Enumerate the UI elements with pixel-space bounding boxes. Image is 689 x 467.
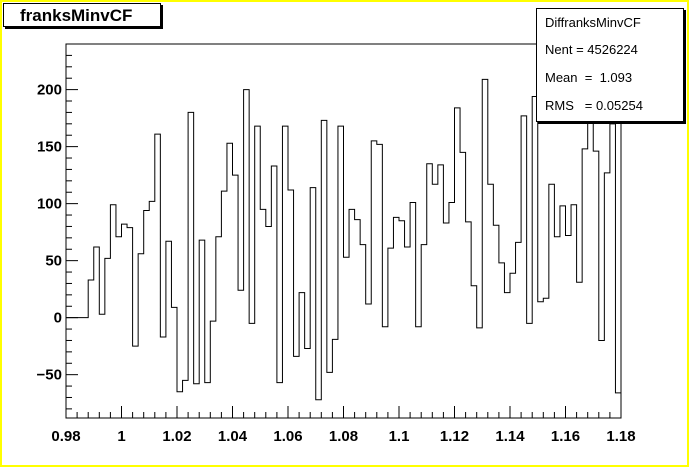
entries-value: 4526224: [587, 42, 638, 57]
stats-entries: Nent = 4526224: [545, 42, 638, 57]
x-tick-label: 1.18: [606, 428, 635, 445]
mean-value: 1.093: [599, 70, 633, 85]
x-tick-label: 0.98: [51, 428, 80, 445]
stats-box: DiffranksMinvCF Nent = 4526224 Mean = 1.…: [536, 8, 684, 122]
x-tick-label: 1.14: [495, 428, 525, 445]
y-tick-label: 150: [37, 139, 62, 156]
y-tick-label: 50: [45, 253, 62, 270]
mean-label: Mean =: [545, 70, 600, 85]
y-tick-label: 200: [37, 82, 62, 99]
x-tick-label: 1.16: [551, 428, 580, 445]
x-tick-label: 1.04: [218, 428, 248, 445]
y-tick-label: −50: [37, 367, 62, 384]
x-tick-label: 1.08: [329, 428, 358, 445]
axis-ticks: −50 0 50 100 150 200 0.98 1 1.02 1.04 1.06 1.08 1.1 1…: [37, 54, 636, 445]
x-tick-label: 1.06: [273, 428, 302, 445]
rms-value: 0.05254: [595, 98, 643, 113]
x-tick-label: 1.02: [162, 428, 191, 445]
y-tick-label: 100: [37, 196, 62, 213]
y-tick-label: 0: [54, 310, 62, 327]
x-tick-label: 1.12: [440, 428, 469, 445]
rms-label: RMS =: [545, 98, 596, 113]
x-tick-label: 1: [117, 428, 125, 445]
entries-label: Nent =: [545, 42, 588, 57]
x-tick-label: 1.1: [389, 428, 410, 445]
histogram-line: [66, 78, 621, 401]
stats-mean: Mean = 1.093: [545, 70, 632, 85]
stats-rms: RMS = 0.05254: [545, 98, 643, 113]
histogram-title: franksMinvCF: [3, 3, 161, 27]
stats-name: DiffranksMinvCF: [545, 15, 641, 30]
